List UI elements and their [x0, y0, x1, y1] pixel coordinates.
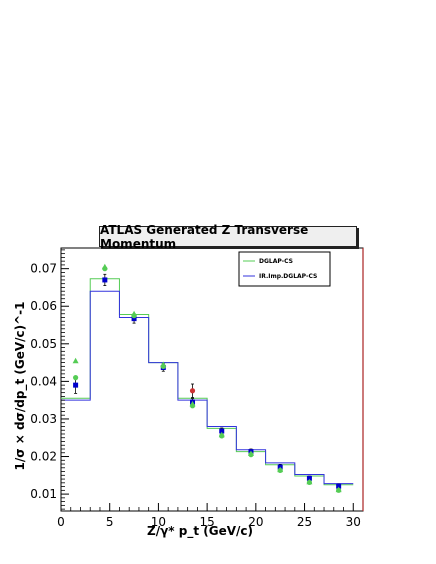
data-point-circle	[102, 266, 108, 272]
x-tick-label: 15	[199, 515, 214, 529]
y-tick-label: 0.03	[30, 412, 57, 426]
y-tick-label: 0.01	[30, 487, 57, 501]
y-tick-label: 0.02	[30, 450, 57, 464]
legend: DGLAP-CS IR.Imp.DGLAP-CS	[238, 251, 331, 287]
data-point-circle	[248, 452, 254, 458]
x-tick-label: 10	[151, 515, 166, 529]
data-point-square	[336, 483, 342, 489]
data-point-square	[102, 277, 108, 283]
x-tick-label: 25	[297, 515, 312, 529]
legend-entry: DGLAP-CS	[259, 258, 293, 265]
legend-box	[238, 251, 331, 287]
x-axis-label: Z/γ* p_t (GeV/c)	[147, 524, 253, 539]
data-point-triangle	[72, 357, 79, 364]
histogram-line-2	[61, 290, 354, 485]
data-point-square	[306, 475, 312, 481]
plot-frame	[60, 247, 364, 512]
data-point-circle	[336, 487, 342, 493]
histograms	[61, 278, 354, 486]
chart-title: ATLAS Generated Z Transverse Momentum	[99, 223, 357, 251]
data-point-square	[73, 382, 79, 388]
y-axis-label: 1/σ × dσ/dp_t (GeV/c)^-1	[13, 301, 28, 470]
data-point-circle	[189, 403, 196, 409]
x-tick-label: 20	[248, 515, 263, 529]
y-tick-label: 0.04	[30, 374, 57, 388]
data-point-square	[131, 316, 137, 322]
x-tick-label: 30	[346, 515, 361, 529]
data-point-circle	[73, 375, 79, 381]
axes: 0 5 10 15 20 25 30 0.01 0.02 0.03 0.04 0.05 0.06 0.07	[30, 249, 361, 529]
data-point-circle	[306, 479, 313, 486]
legend-entry: IR.Imp.DGLAP-CS	[259, 273, 317, 280]
data-point-circle	[131, 313, 137, 319]
data-markers	[72, 263, 342, 493]
data-point-circle	[189, 388, 196, 394]
plot-area	[60, 247, 364, 512]
y-tick-label: 0.07	[30, 262, 57, 276]
data-point-circle	[277, 467, 283, 474]
y-tick-label: 0.05	[30, 337, 57, 351]
data-point-square	[219, 428, 225, 434]
y-tick-label: 0.06	[30, 299, 57, 313]
data-point-circle	[160, 363, 166, 369]
x-tick-label: 5	[106, 515, 114, 529]
data-point-circle	[219, 433, 225, 439]
x-tick-label: 0	[57, 515, 65, 529]
